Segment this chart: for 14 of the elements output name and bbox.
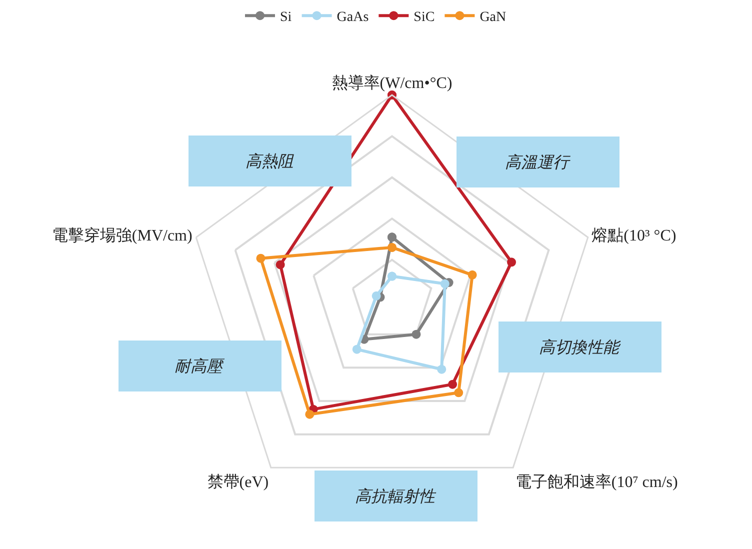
spoke-label: 電子飽和速率(10⁷ cm/s): [515, 473, 678, 492]
text: 耐高壓: [174, 356, 226, 376]
text: 高熱阻: [246, 152, 294, 170]
text: 高切換性能: [539, 338, 621, 356]
legend-label: GaN: [480, 10, 506, 26]
legend-label: SiC: [414, 10, 435, 26]
spoke-label: 熔點(10³ °C): [592, 226, 676, 244]
spoke-label: 電擊穿場強(MV/cm): [52, 226, 192, 244]
legend-label: GaAs: [336, 10, 369, 26]
spoke-label: 禁帶(eV): [207, 473, 269, 492]
legend-label: Si: [280, 10, 292, 26]
text: 高抗輻射性: [355, 486, 437, 506]
spoke-label: 熱導率(W/cm•°C): [332, 74, 452, 92]
text: 高溫運行: [505, 152, 571, 172]
